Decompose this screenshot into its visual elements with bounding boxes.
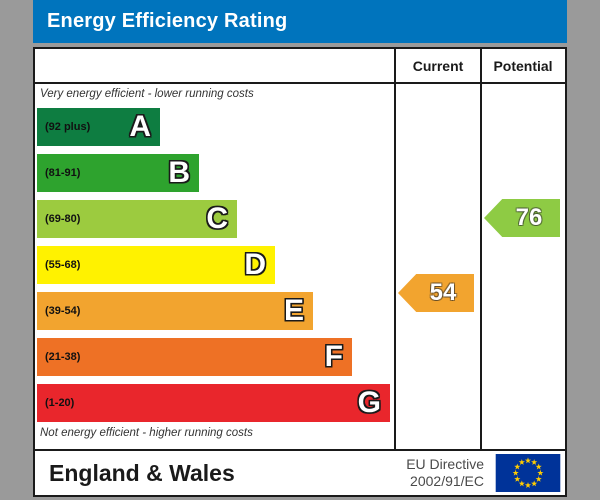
rating-table: Current Potential Very energy efficient … <box>33 47 567 497</box>
epc-panel: Energy Efficiency Rating Current Potenti… <box>33 0 567 497</box>
current-rating-arrow: 54 <box>398 274 474 312</box>
eu-directive-label: EU Directive 2002/91/EC <box>406 455 484 490</box>
current-column-header: Current <box>394 49 480 82</box>
band-b-range: (81-91) <box>45 167 81 179</box>
chart-body: Very energy efficient - lower running co… <box>35 84 565 449</box>
band-f-range: (21-38) <box>45 351 81 363</box>
band-e-letter: E <box>283 294 304 327</box>
band-e-range: (39-54) <box>45 305 81 317</box>
band-b-letter: B <box>168 156 190 189</box>
band-g-range: (1-20) <box>45 397 75 409</box>
eu-flag-icon <box>495 454 561 492</box>
band-a-letter: A <box>129 110 151 143</box>
column-header-row: Current Potential <box>35 49 565 84</box>
potential-rating-value: 76 <box>515 204 543 231</box>
band-c: (69-80) C <box>37 200 237 238</box>
band-g: (1-20) G <box>37 384 390 422</box>
band-f-letter: F <box>324 340 343 373</box>
region-label: England & Wales <box>49 459 235 486</box>
band-c-letter: C <box>206 202 228 235</box>
band-e: (39-54) E <box>37 292 313 330</box>
band-d: (55-68) D <box>37 246 275 284</box>
potential-rating-arrow: 76 <box>484 199 560 237</box>
band-g-letter: G <box>357 386 381 419</box>
caption-very-efficient: Very energy efficient - lower running co… <box>40 88 254 100</box>
current-rating-cell: 54 <box>394 84 480 449</box>
band-b: (81-91) B <box>37 154 199 192</box>
page-title: Energy Efficiency Rating <box>47 10 288 32</box>
band-d-range: (55-68) <box>45 259 81 271</box>
chart-title-bar: Energy Efficiency Rating <box>33 0 567 43</box>
band-d-letter: D <box>244 248 266 281</box>
header-spacer <box>35 49 394 82</box>
band-c-range: (69-80) <box>45 213 81 225</box>
band-f: (21-38) F <box>37 338 352 376</box>
footer: England & Wales EU Directive 2002/91/EC <box>35 449 565 495</box>
potential-column-header: Potential <box>480 49 564 82</box>
band-a: (92 plus) A <box>37 108 160 146</box>
band-scale-area: Very energy efficient - lower running co… <box>35 84 394 449</box>
band-a-range: (92 plus) <box>45 121 91 133</box>
current-rating-value: 54 <box>429 279 457 306</box>
potential-rating-cell: 76 <box>480 84 564 449</box>
caption-not-efficient: Not energy efficient - higher running co… <box>40 427 253 439</box>
